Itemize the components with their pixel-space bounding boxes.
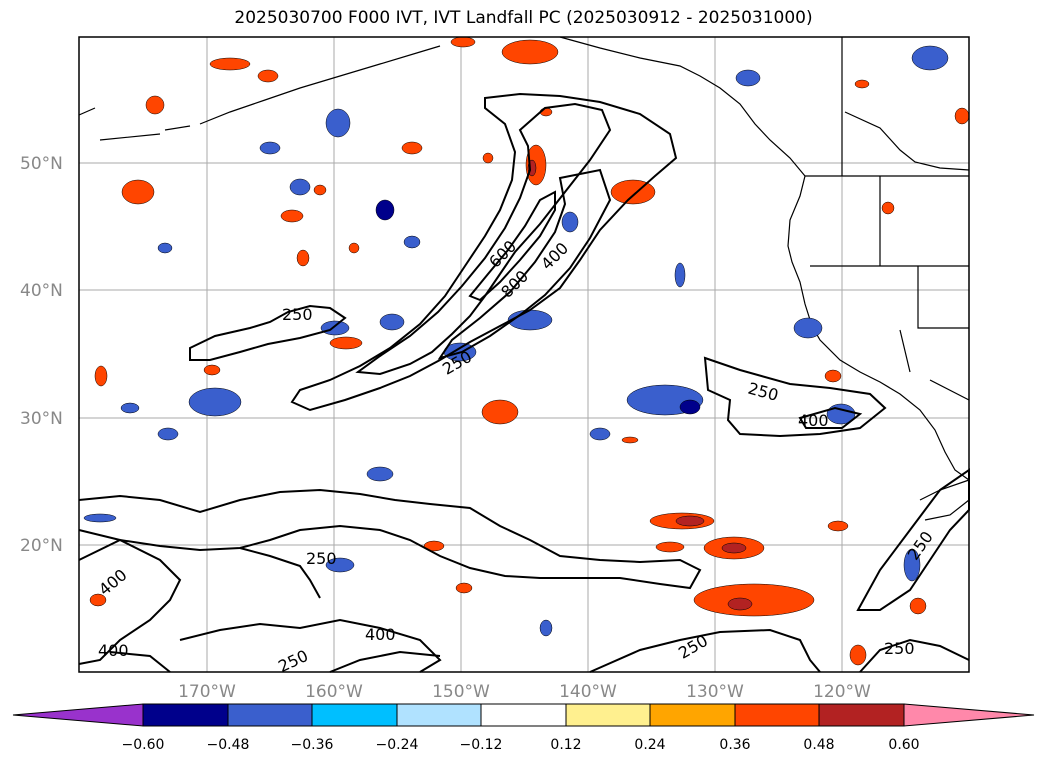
contour-label: 400 xyxy=(365,625,396,644)
colorbar-tick-label: 0.36 xyxy=(719,737,750,753)
colorbar-tick-label: 0.60 xyxy=(888,737,919,753)
colorbar-tick-label: 0.24 xyxy=(634,737,665,753)
map-title: 2025030700 F000 IVT, IVT Landfall PC (20… xyxy=(234,8,813,28)
colorbar-tick-label: 0.12 xyxy=(550,737,581,753)
negative-pc-shading xyxy=(83,45,949,637)
lat-label: 40°N xyxy=(20,281,63,301)
coastlines xyxy=(78,36,970,521)
colorbar: −0.60 −0.48 −0.36 −0.24 −0.12 0.12 0.24 … xyxy=(12,703,1035,753)
positive-pc-shading xyxy=(89,36,970,666)
colorbar-segment xyxy=(227,703,313,727)
contour-label: 400 xyxy=(798,411,829,430)
colorbar-segment xyxy=(818,703,905,727)
colorbar-tick-label: −0.24 xyxy=(376,737,419,753)
contour-label: 250 xyxy=(282,305,313,324)
colorbar-tick-label: 0.48 xyxy=(803,737,834,753)
longitude-labels: 170°W 160°W 150°W 140°W 130°W 120°W xyxy=(178,682,871,702)
colorbar-tick-label: −0.48 xyxy=(207,737,250,753)
colorbar-segment xyxy=(565,703,651,727)
lon-label: 160°W xyxy=(305,682,363,702)
colorbar-segment xyxy=(649,703,736,727)
contour-label: 400 xyxy=(98,641,129,660)
colorbar-segment xyxy=(734,703,820,727)
colorbar-tick-label: −0.36 xyxy=(291,737,334,753)
contour-label: 250 xyxy=(306,549,337,568)
lat-label: 20°N xyxy=(20,536,63,556)
lon-label: 170°W xyxy=(178,682,236,702)
colorbar-tick-label: −0.12 xyxy=(460,737,503,753)
latitude-labels: 50°N 40°N 30°N 20°N xyxy=(20,154,63,556)
lon-label: 140°W xyxy=(559,682,617,702)
colorbar-segment xyxy=(396,703,482,727)
colorbar-segment xyxy=(480,703,567,727)
lat-label: 50°N xyxy=(20,154,63,174)
colorbar-extend-min xyxy=(12,703,144,727)
lon-label: 150°W xyxy=(432,682,490,702)
lat-label: 30°N xyxy=(20,409,63,429)
colorbar-segment xyxy=(311,703,398,727)
lon-label: 130°W xyxy=(686,682,744,702)
colorbar-segment xyxy=(142,703,229,727)
contour-label: 250 xyxy=(884,639,915,658)
colorbar-extend-max xyxy=(903,703,1035,727)
colorbar-tick-label: −0.60 xyxy=(122,737,165,753)
map-border xyxy=(78,36,970,673)
lon-label: 120°W xyxy=(813,682,871,702)
